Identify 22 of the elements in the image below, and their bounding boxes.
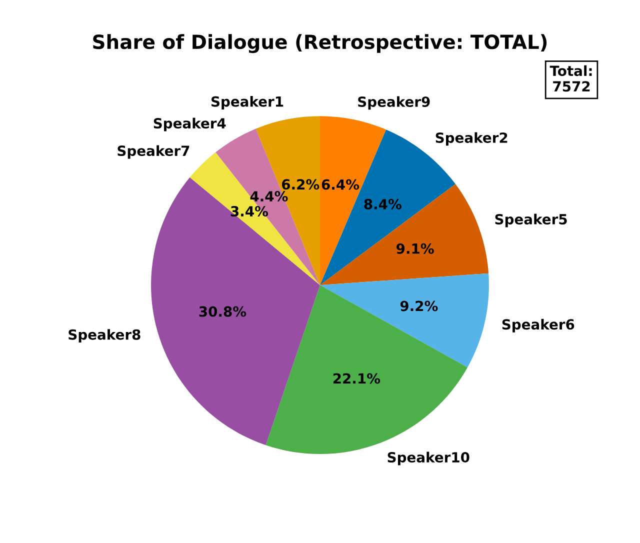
text: Total: 7572 bbox=[550, 65, 592, 92]
data-label: 3.4% bbox=[230, 206, 268, 217]
data-label: 22.1% bbox=[333, 373, 380, 384]
data-label: 9.2% bbox=[400, 300, 438, 312]
slice-label: Speaker2 bbox=[436, 132, 508, 146]
data-label: 8.4% bbox=[364, 198, 402, 210]
data-label: 9.1% bbox=[396, 243, 434, 254]
data-label: 6.2% bbox=[282, 179, 320, 190]
slice-label: Speaker7 bbox=[118, 145, 190, 159]
slice-label: Speaker6 bbox=[502, 318, 574, 332]
slice-label: Speaker4 bbox=[154, 118, 226, 132]
chart-title: Share of Dialogue (Retrospective: TOTAL) bbox=[93, 34, 547, 54]
data-label: 6.4% bbox=[322, 179, 360, 190]
pie-slice bbox=[190, 152, 320, 286]
slice-label: Speaker5 bbox=[495, 214, 567, 228]
pie-slice bbox=[151, 177, 320, 446]
slice-label: Speaker1 bbox=[211, 96, 284, 110]
slice-label: Speaker10 bbox=[388, 452, 470, 466]
slice-label: Speaker9 bbox=[358, 96, 430, 110]
slice-label: Speaker8 bbox=[68, 329, 140, 343]
pie-slice bbox=[320, 273, 489, 368]
data-label: 30.8% bbox=[199, 306, 246, 317]
